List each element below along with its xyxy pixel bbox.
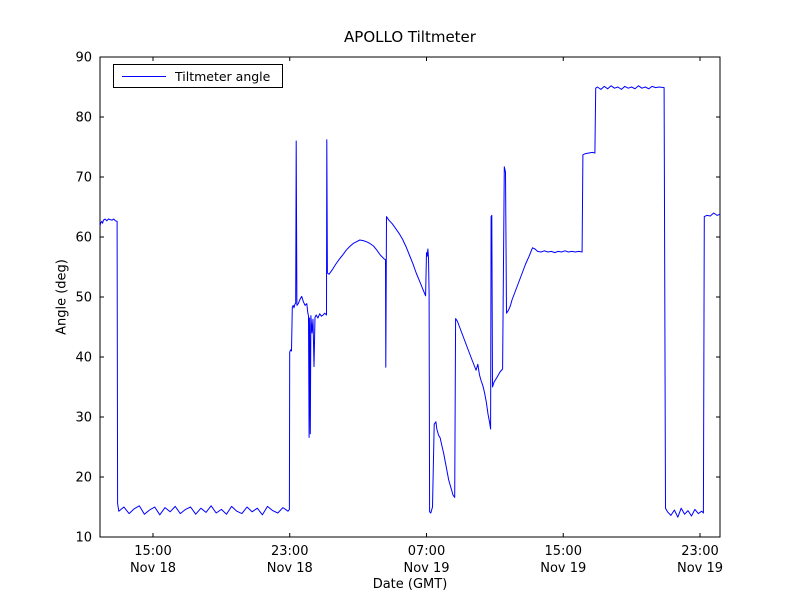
y-tick-label: 70 — [75, 171, 92, 186]
axes-frame — [99, 56, 721, 538]
y-tick-label: 40 — [75, 351, 92, 366]
y-tick-label: 20 — [75, 471, 92, 486]
x-axis-label: Date (GMT) — [372, 577, 448, 592]
y-axis-label: Angle (deg) — [54, 259, 70, 335]
x-tick-date-label: Nov 19 — [540, 561, 586, 576]
x-tick-date-label: Nov 19 — [677, 561, 723, 576]
x-tick-time-label: 07:00 — [408, 544, 445, 559]
x-tick-time-label: 15:00 — [134, 544, 171, 559]
x-tick-date-label: Nov 18 — [130, 561, 176, 576]
x-tick-time-label: 23:00 — [681, 544, 718, 559]
legend-label: Tiltmeter angle — [175, 68, 271, 84]
chart-title: APOLLO Tiltmeter — [344, 28, 476, 46]
y-tick-label: 80 — [75, 111, 92, 126]
legend-box: Tiltmeter angle — [113, 64, 284, 88]
y-tick-label: 90 — [75, 51, 92, 66]
series-line-tiltmeter-angle — [99, 85, 721, 518]
x-tick-date-label: Nov 18 — [267, 561, 313, 576]
y-tick-label: 30 — [75, 411, 92, 426]
y-tick-label: 10 — [75, 531, 92, 546]
x-tick-date-label: Nov 19 — [403, 561, 449, 576]
y-tick-label: 60 — [75, 231, 92, 246]
x-tick-time-label: 15:00 — [545, 544, 582, 559]
y-tick-label: 50 — [75, 291, 92, 306]
legend-line-sample — [122, 75, 166, 77]
x-tick-time-label: 23:00 — [271, 544, 308, 559]
